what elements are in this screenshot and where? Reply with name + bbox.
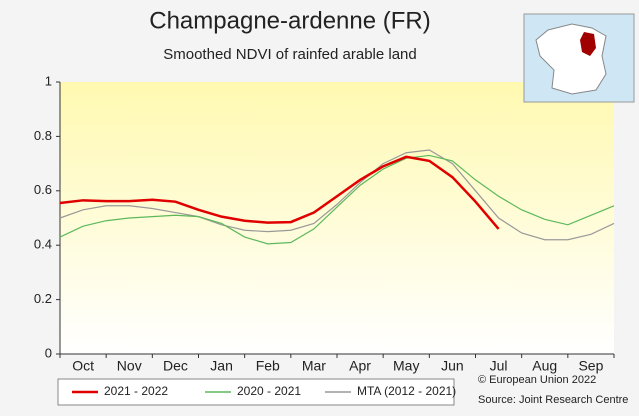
x-tick-label: Nov <box>117 358 142 374</box>
chart-title: Champagne-ardenne (FR) <box>149 7 430 34</box>
x-tick-label: Jul <box>490 358 508 374</box>
source: Source: Joint Research Centre <box>478 394 628 406</box>
x-tick-label: Feb <box>256 358 280 374</box>
y-tick-label: 0 <box>45 345 52 360</box>
y-tick-label: 0.2 <box>34 291 52 306</box>
plot-area <box>60 82 614 354</box>
y-tick-label: 0.4 <box>34 237 52 252</box>
x-tick-label: Jan <box>210 358 233 374</box>
series-line <box>59 155 500 230</box>
x-tick-label: Mar <box>302 358 326 374</box>
y-tick-label: 0.6 <box>34 182 52 197</box>
x-tick-label: Dec <box>163 358 188 374</box>
legend-label: 2020 - 2021 <box>237 384 301 398</box>
x-tick-label: Oct <box>72 358 94 374</box>
series-line <box>59 149 615 241</box>
x-tick-label: Jun <box>441 358 464 374</box>
legend <box>57 378 455 406</box>
x-tick-label: Sep <box>578 358 603 374</box>
y-tick-label: 0.8 <box>34 128 52 143</box>
legend-label: MTA (2012 - 2021) <box>357 384 456 398</box>
chart-subtitle: Smoothed NDVI of rainfed arable land <box>163 46 416 63</box>
map-inset <box>523 13 635 103</box>
series-line <box>59 154 615 245</box>
y-tick-label: 1 <box>45 73 52 88</box>
x-tick-label: Aug <box>532 358 557 374</box>
copyright: © European Union 2022 <box>478 374 596 386</box>
x-tick-label: May <box>393 358 419 374</box>
x-tick-label: Apr <box>349 358 371 374</box>
legend-label: 2021 - 2022 <box>104 384 168 398</box>
